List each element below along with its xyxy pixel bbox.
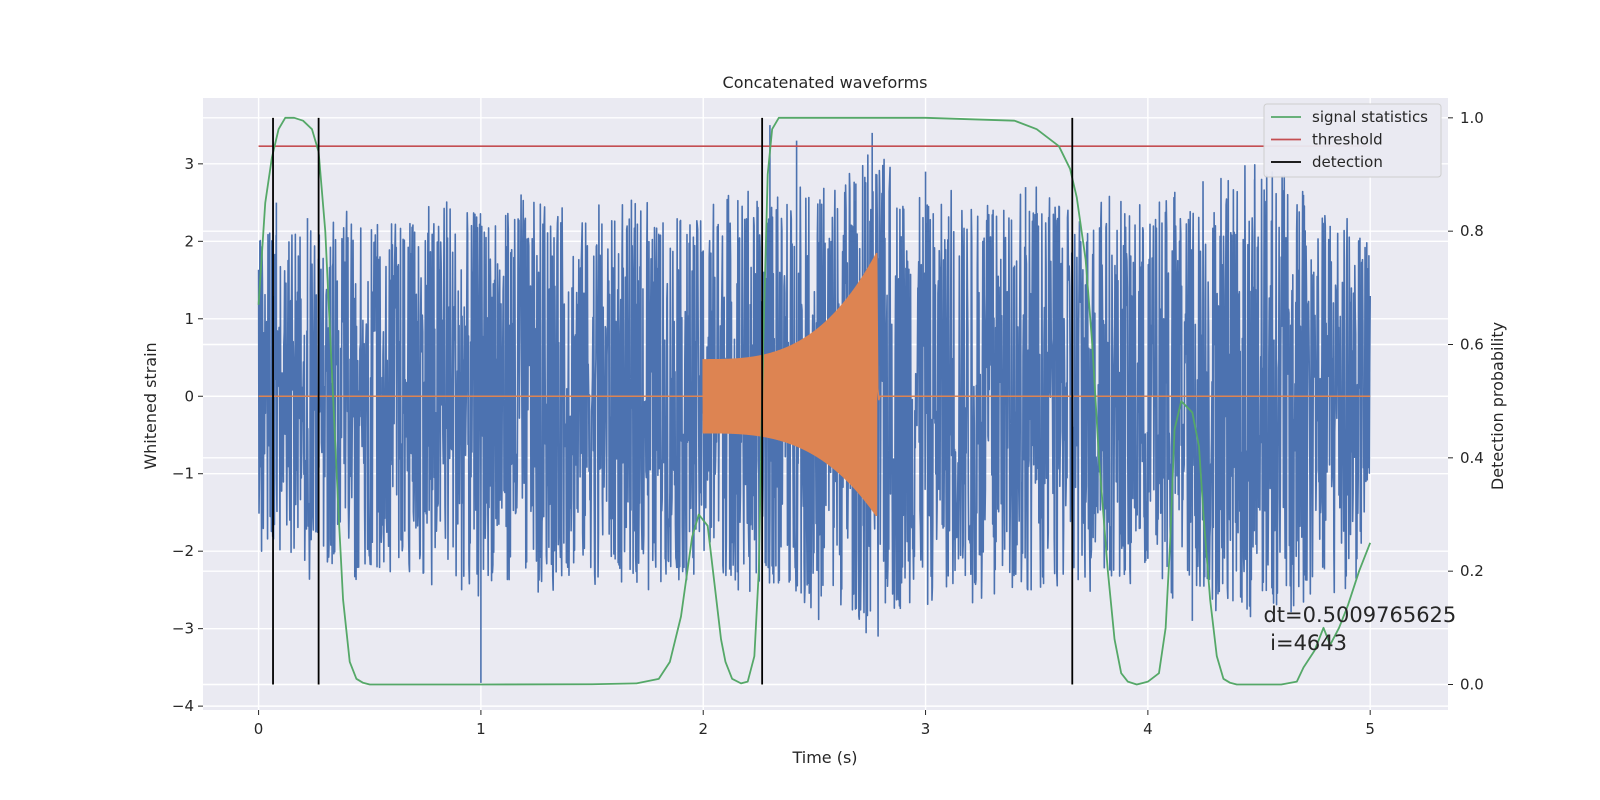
y-axis-right: 0.0 0.2 0.4 0.6 0.8 1.0: [1448, 109, 1484, 694]
x-tick-label-0: 0: [254, 720, 264, 738]
data-layer: [257, 116, 1372, 686]
legend-label-2: threshold: [1312, 131, 1383, 149]
x-tick-label-2: 2: [698, 720, 708, 738]
y-tick-label--4: −4: [172, 697, 194, 715]
y-tick-label--3: −3: [172, 620, 194, 638]
chart-title: Concatenated waveforms: [723, 73, 928, 92]
y-tick-label-1: 1: [184, 310, 194, 328]
y2-axis-label: Detection probability: [1488, 322, 1507, 490]
y-tick-label-2: 2: [184, 232, 194, 250]
annotation-dt: dt=0.5009765625: [1263, 603, 1456, 627]
x-tick-label-1: 1: [476, 720, 486, 738]
y2-tick-label-0.2: 0.2: [1460, 562, 1484, 580]
noise-series: [257, 125, 1371, 683]
annotation: dt=0.5009765625 i=4643: [1263, 603, 1456, 655]
series-group: [257, 116, 1372, 686]
annotation-index: i=4643: [1263, 631, 1347, 655]
y2-tick-label-0.4: 0.4: [1460, 449, 1484, 467]
waveform-series: [258, 252, 1371, 517]
y-tick-label-3: 3: [184, 155, 194, 173]
y-axis-left: −4 −3 −2 −1 0 1 2 3: [172, 155, 203, 715]
legend: signal statistics threshold detection: [1263, 103, 1442, 178]
legend-label-3: detection: [1312, 153, 1383, 171]
y-tick-label--2: −2: [172, 542, 194, 560]
y2-tick-label-0.0: 0.0: [1460, 676, 1484, 694]
x-axis-label: Time (s): [791, 748, 857, 767]
y2-tick-label-0.8: 0.8: [1460, 222, 1484, 240]
y2-tick-label-0.6: 0.6: [1460, 336, 1484, 354]
y2-tick-label-1.0: 1.0: [1460, 109, 1484, 127]
x-axis: 0 1 2 3 4 5: [254, 710, 1375, 738]
signal-statistics-line: [257, 116, 1372, 686]
legend-box: [1263, 103, 1442, 178]
x-tick-label-5: 5: [1365, 720, 1375, 738]
x-tick-label-3: 3: [921, 720, 931, 738]
legend-label-1: signal statistics: [1312, 108, 1428, 126]
y-axis-label: Whitened strain: [141, 342, 160, 469]
x-tick-label-4: 4: [1143, 720, 1153, 738]
y-tick-label-0: 0: [184, 387, 194, 405]
y-tick-label--1: −1: [172, 465, 194, 483]
